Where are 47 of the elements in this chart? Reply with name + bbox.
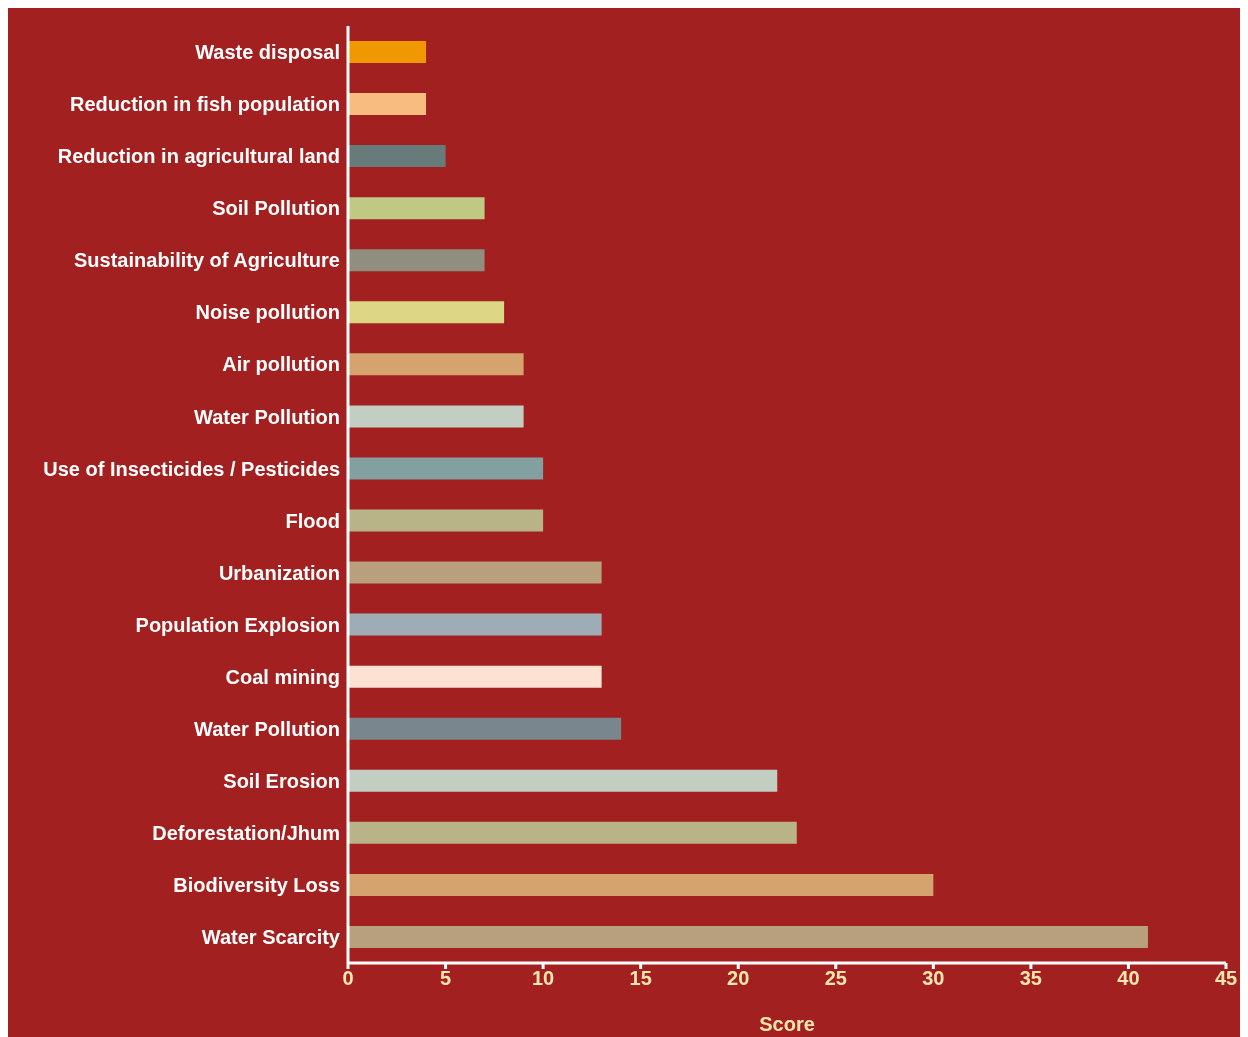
x-axis-title: Score	[759, 1013, 815, 1035]
y-tick-label: Soil Erosion	[223, 769, 340, 792]
y-tick-label: Air pollution	[222, 353, 340, 376]
x-tick-label: 0	[342, 967, 354, 990]
y-tick-label: Urbanization	[218, 561, 340, 584]
bar	[348, 41, 427, 63]
bar	[348, 873, 934, 896]
y-tick-label: Waste disposal	[195, 41, 340, 64]
bar	[348, 925, 1148, 948]
x-tick-label: 45	[1214, 967, 1238, 990]
y-tick-label: Sustainability of Agriculture	[74, 249, 340, 272]
bar	[348, 145, 446, 168]
x-tick-label: 15	[629, 967, 652, 990]
y-tick-label: Reduction in fish population	[70, 93, 340, 116]
y-tick-label: Use of Insecticides / Pesticides	[43, 457, 340, 480]
x-tick-label: 30	[922, 967, 945, 990]
x-tick-label: 25	[824, 967, 847, 990]
y-tick-label: Population Explosion	[135, 613, 340, 636]
bar	[348, 405, 524, 428]
y-tick-label: Biodiversity Loss	[173, 874, 340, 897]
bar	[348, 249, 485, 272]
bar	[348, 93, 427, 116]
y-tick-label: Flood	[285, 509, 340, 532]
x-tick-label: 40	[1117, 967, 1140, 990]
bar	[348, 197, 485, 220]
bar	[348, 353, 524, 376]
y-tick-label: Water Pollution	[194, 405, 340, 428]
bar	[348, 561, 602, 584]
y-tick-label: Reduction in agricultural land	[57, 145, 340, 168]
bar	[348, 509, 544, 532]
x-tick-label: 5	[439, 967, 452, 990]
y-tick-label: Soil Pollution	[212, 197, 340, 220]
x-tick-label: 10	[531, 967, 555, 990]
x-tick-label: 20	[727, 967, 750, 990]
bar	[348, 457, 544, 480]
y-tick-label: Deforestation/Jhum	[152, 821, 340, 844]
bar	[348, 717, 622, 740]
bar	[348, 769, 778, 792]
bar	[348, 821, 797, 844]
y-tick-label: Water Scarcity	[201, 926, 341, 949]
bar	[348, 301, 505, 324]
bar	[348, 613, 602, 636]
y-tick-label: Water Pollution	[194, 717, 340, 740]
y-tick-label: Noise pollution	[195, 301, 340, 324]
y-tick-label: Coal mining	[225, 665, 340, 688]
bar	[348, 665, 602, 688]
x-tick-label: 35	[1019, 967, 1043, 990]
